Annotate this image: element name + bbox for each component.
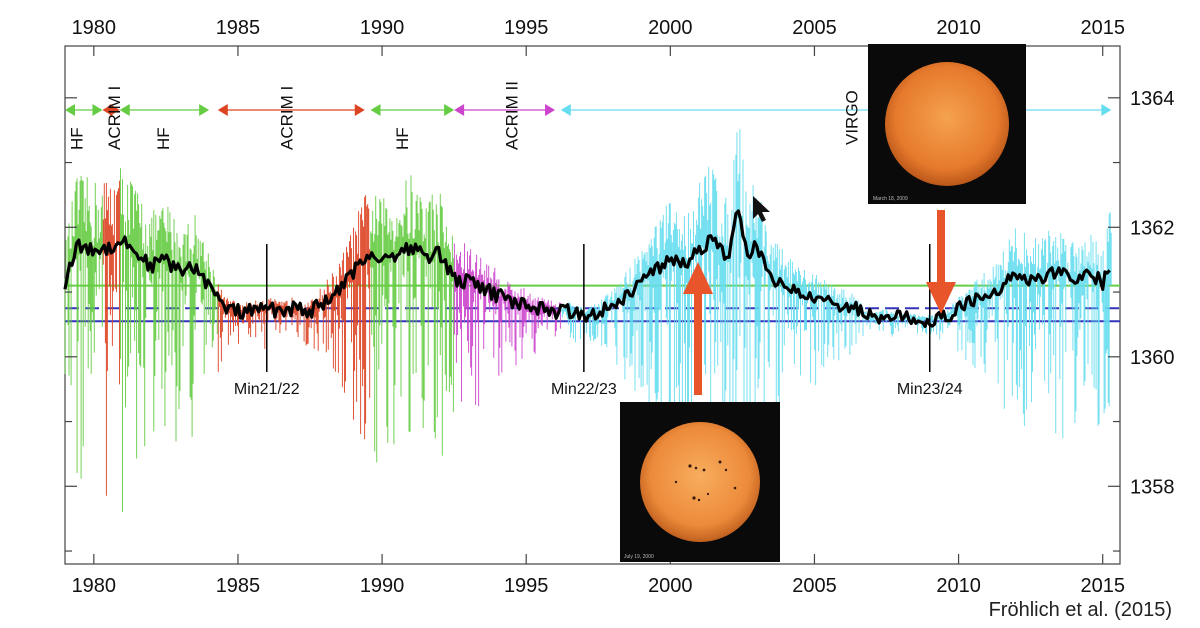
instrument-arrow-right-5 (545, 104, 556, 116)
instrument-arrow-right-2 (199, 104, 210, 116)
arrow-2000 (683, 262, 713, 395)
instrument-label-0: HF (67, 127, 86, 150)
instrument-arrow-right-6 (1101, 104, 1112, 116)
instrument-label-6: VIRGO (843, 90, 862, 145)
instrument-periods: HF ACRIM I HF ACRIM I HF ACRIM II VIRGO (65, 81, 1112, 150)
axis-ticks: 1980 1980 1985 1985 1990 1990 1995 1995 2000 2000… (65, 17, 1175, 597)
x-tick-label-top-4: 2000 (648, 17, 693, 39)
instrument-arrow-left-2 (119, 104, 130, 116)
minimum-label-0: Min21/22 (234, 381, 300, 398)
sun-image-2000-caption: July 19, 2000 (624, 554, 654, 560)
x-tick-label-bottom-3: 1995 (504, 575, 549, 597)
arrow-2009 (926, 210, 956, 314)
cursor-icon (753, 196, 770, 222)
instrument-arrow-right-0 (92, 104, 103, 116)
sunspots (674, 460, 737, 502)
figure-credit: Fröhlich et al. (2015) (988, 599, 1172, 621)
instrument-arrow-left-3 (217, 104, 228, 116)
sun-image-2009: March 18, 2009 (868, 44, 1026, 204)
x-tick-label-top-3: 1995 (504, 17, 549, 39)
raw-data-spikes-0 (64, 168, 454, 512)
x-tick-label-top-0: 1980 (72, 17, 117, 39)
composite-series-line (63, 209, 1111, 328)
instrument-arrow-left-0 (65, 104, 75, 116)
x-tick-label-bottom-2: 1990 (360, 575, 405, 597)
x-tick-label-bottom-6: 2010 (936, 575, 981, 597)
x-tick-label-bottom-1: 1985 (216, 575, 261, 597)
x-tick-label-bottom-7: 2015 (1080, 575, 1125, 597)
instrument-arrow-right-4 (444, 104, 455, 116)
x-tick-label-bottom-4: 2000 (648, 575, 693, 597)
x-tick-label-bottom-5: 2005 (792, 575, 837, 597)
instrument-label-1: ACRIM I (105, 86, 124, 150)
y-tick-label-2: 1362 (1130, 217, 1175, 239)
minimum-label-1: Min22/23 (551, 381, 617, 398)
instrument-label-5: ACRIM II (503, 81, 522, 150)
instrument-arrow-right-3 (354, 104, 365, 116)
x-tick-label-top-6: 2010 (936, 17, 981, 39)
instrument-arrow-left-4 (370, 104, 381, 116)
instrument-arrow-right-1 (109, 104, 120, 116)
y-tick-label-0: 1358 (1130, 476, 1175, 498)
x-tick-label-top-5: 2005 (792, 17, 837, 39)
instrument-label-3: ACRIM I (278, 86, 297, 150)
x-tick-label-top-2: 1990 (360, 17, 405, 39)
x-tick-label-top-1: 1985 (216, 17, 261, 39)
y-tick-label-1: 1360 (1130, 347, 1175, 369)
instrument-label-4: HF (393, 127, 412, 150)
sun-image-2009-caption: March 18, 2009 (873, 196, 908, 202)
x-tick-label-top-7: 2015 (1080, 17, 1125, 39)
raw-data-spikes-2 (453, 243, 561, 407)
y-tick-label-3: 1364 (1130, 88, 1175, 110)
minimum-markers: Min21/22 Min22/23 Min23/24 (234, 244, 963, 398)
instrument-arrow-left-6 (560, 104, 571, 116)
sun-image-2000: July 19, 2000 (620, 402, 780, 562)
instrument-arrow-left-5 (454, 104, 465, 116)
x-tick-label-bottom-0: 1980 (72, 575, 117, 597)
minimum-label-2: Min23/24 (897, 381, 963, 398)
instrument-label-2: HF (154, 127, 173, 150)
